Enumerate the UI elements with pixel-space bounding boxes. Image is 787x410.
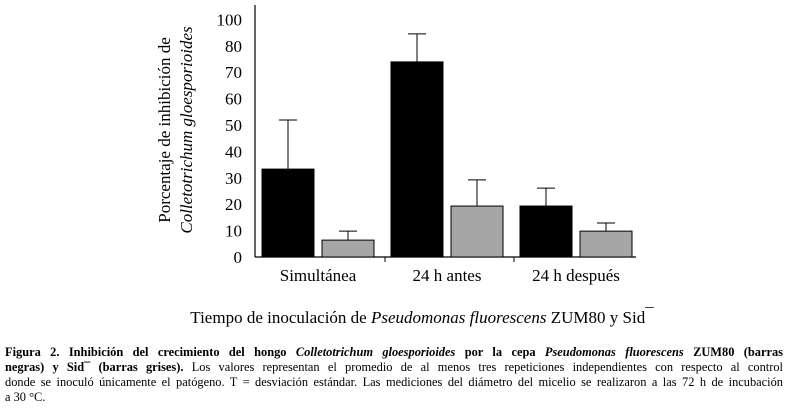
y-tick-label: 70 <box>225 63 242 82</box>
bar <box>519 205 573 258</box>
caption-text: negras) y Sid¯ (barras grises). <box>5 360 184 374</box>
caption-text: donde se inoculó únicamente el patógeno.… <box>5 375 783 389</box>
y-tick-label: 0 <box>234 248 243 267</box>
bar-chart: 0 10 20 30 40 50 60 70 80 100 Simultánea 24 h antes… <box>155 5 654 327</box>
x-tick-label: 24 h después <box>532 266 620 285</box>
caption-line: negras) y Sid¯ (barras grises). Los valo… <box>5 360 783 375</box>
x-axis-label-part: ¯ <box>644 305 654 324</box>
y-tick-label: 40 <box>225 142 242 161</box>
y-tick-label: 10 <box>225 222 242 241</box>
y-tick-label: 60 <box>225 90 242 109</box>
y-axis-label-line2: Colletotrichum gloesporioides <box>177 26 196 234</box>
bar <box>261 168 315 258</box>
y-tick-label: 100 <box>217 10 243 29</box>
x-tick-label: Simultánea <box>280 266 357 285</box>
y-tick-label: 20 <box>225 195 242 214</box>
y-tick-label: 50 <box>225 116 242 135</box>
bar <box>321 239 375 258</box>
x-axis-label-part: ZUM80 y Sid <box>546 308 645 327</box>
caption-text: Figura 2. Inhibición del crecimiento del… <box>5 345 296 359</box>
y-axis-label-line1: Porcentaje de inhibición de <box>155 37 174 223</box>
bar <box>579 230 633 258</box>
y-tick-label: 30 <box>225 169 242 188</box>
caption-line: donde se inoculó únicamente el patógeno.… <box>5 375 783 390</box>
x-axis-label-part: Pseudomonas fluorescens <box>370 308 547 327</box>
caption-text: Colletotrichum gloesporioides <box>295 345 456 359</box>
x-tick-label: 24 h antes <box>413 266 482 285</box>
bar <box>390 61 444 258</box>
caption-text: por la cepa <box>455 345 545 359</box>
y-tick-label: 80 <box>225 37 242 56</box>
caption-text: Los valores representan el promedio de a… <box>183 360 783 374</box>
x-axis-label-part: Tiempo de inoculación de <box>190 308 371 327</box>
caption-line: a 30 °C. <box>5 390 783 405</box>
caption-line: Figura 2. Inhibición del crecimiento del… <box>5 345 783 360</box>
x-axis-label: Tiempo de inoculación de Pseudomonas flu… <box>190 305 654 327</box>
caption-text: Pseudomonas fluorescens <box>544 345 684 359</box>
caption-text: a 30 °C. <box>5 390 46 404</box>
caption-text: ZUM80 (barras <box>683 345 783 359</box>
bar <box>450 205 504 258</box>
figure-caption: Figura 2. Inhibición del crecimiento del… <box>5 345 783 405</box>
